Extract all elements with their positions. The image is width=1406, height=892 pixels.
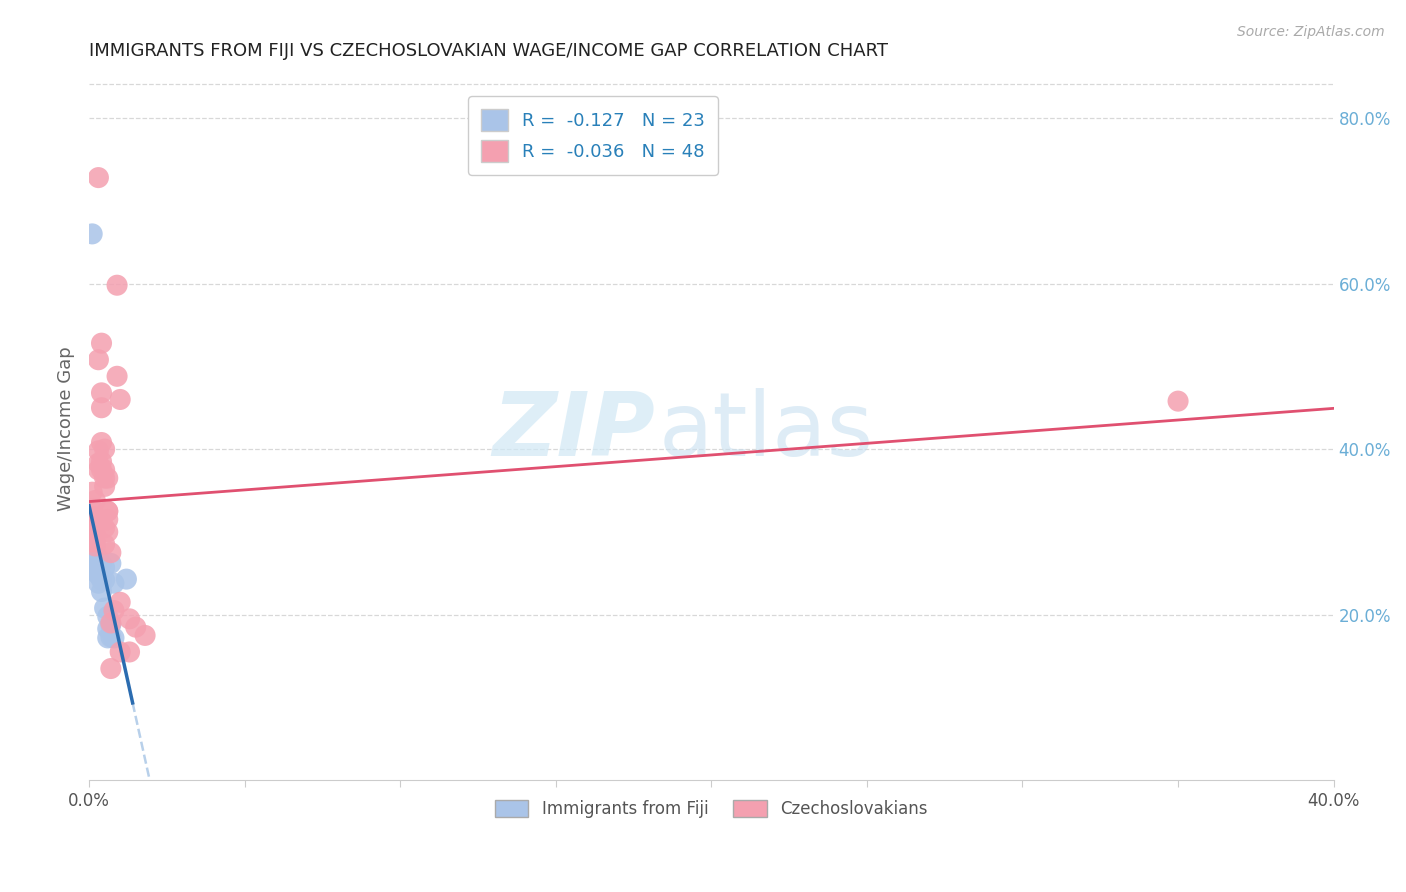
Point <box>93 479 115 493</box>
Point <box>82 227 104 241</box>
Point <box>84 539 107 553</box>
Point <box>90 336 112 351</box>
Point <box>118 612 141 626</box>
Text: ZIP: ZIP <box>492 388 655 475</box>
Point <box>82 518 104 533</box>
Point <box>90 463 112 477</box>
Point <box>100 546 122 560</box>
Point <box>93 573 115 587</box>
Point <box>93 537 115 551</box>
Point <box>97 512 120 526</box>
Point <box>87 576 110 591</box>
Point <box>108 645 131 659</box>
Point <box>84 565 107 579</box>
Point <box>100 630 122 644</box>
Point <box>97 504 120 518</box>
Point <box>97 622 120 636</box>
Text: Source: ZipAtlas.com: Source: ZipAtlas.com <box>1237 25 1385 39</box>
Point <box>97 504 120 518</box>
Point <box>84 555 107 569</box>
Point <box>93 471 115 485</box>
Point <box>82 485 104 500</box>
Point <box>103 631 125 645</box>
Point <box>93 521 115 535</box>
Point <box>115 572 138 586</box>
Point <box>82 526 104 541</box>
Point <box>97 524 120 539</box>
Point <box>90 385 112 400</box>
Point <box>93 442 115 457</box>
Point <box>84 534 107 549</box>
Point <box>125 620 148 634</box>
Point <box>84 526 107 541</box>
Point <box>93 463 115 477</box>
Point <box>100 557 122 571</box>
Point <box>84 493 107 508</box>
Point <box>87 170 110 185</box>
Point <box>100 617 122 632</box>
Point <box>108 392 131 407</box>
Point <box>93 601 115 615</box>
Y-axis label: Wage/Income Gap: Wage/Income Gap <box>58 346 75 511</box>
Point <box>100 615 122 630</box>
Point <box>105 278 128 293</box>
Point <box>90 584 112 599</box>
Text: atlas: atlas <box>659 388 875 475</box>
Point <box>87 443 110 458</box>
Point <box>93 560 115 574</box>
Point <box>97 631 120 645</box>
Point <box>97 609 120 624</box>
Point <box>105 369 128 384</box>
Point <box>87 456 110 470</box>
Point <box>90 557 112 571</box>
Point <box>82 534 104 549</box>
Point <box>1167 394 1189 409</box>
Point <box>97 471 120 485</box>
Point <box>90 435 112 450</box>
Point <box>84 561 107 575</box>
Point <box>82 501 104 516</box>
Point <box>118 645 141 659</box>
Point <box>134 628 156 642</box>
Text: IMMIGRANTS FROM FIJI VS CZECHOSLOVAKIAN WAGE/INCOME GAP CORRELATION CHART: IMMIGRANTS FROM FIJI VS CZECHOSLOVAKIAN … <box>89 42 889 60</box>
Point <box>108 595 131 609</box>
Legend: Immigrants from Fiji, Czechoslovakians: Immigrants from Fiji, Czechoslovakians <box>488 793 934 825</box>
Point <box>84 549 107 564</box>
Point <box>103 604 125 618</box>
Point <box>84 518 107 533</box>
Point <box>103 576 125 591</box>
Point <box>82 510 104 524</box>
Point <box>90 401 112 415</box>
Point <box>87 568 110 582</box>
Point <box>100 661 122 675</box>
Point <box>87 551 110 566</box>
Point <box>84 510 107 524</box>
Point <box>87 463 110 477</box>
Point <box>90 573 112 587</box>
Point <box>90 454 112 468</box>
Point <box>87 352 110 367</box>
